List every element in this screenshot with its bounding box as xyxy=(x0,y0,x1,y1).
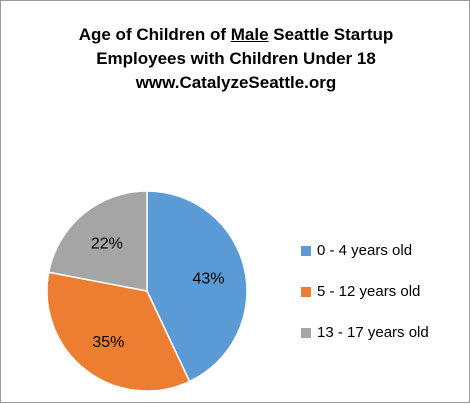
legend-label: 0 - 4 years old xyxy=(317,242,413,259)
pie-slice-5-12-years-old xyxy=(46,271,191,392)
pie-slice-0-4-years-old xyxy=(146,190,248,383)
chart-title: Age of Children of Male Seattle Startup … xyxy=(1,23,470,95)
legend-swatch xyxy=(301,287,311,297)
pie-data-labels: 43% 35% 22% xyxy=(91,235,225,350)
chart-legend: 0 - 4 years old 5 - 12 years old 13 - 17 y… xyxy=(301,241,469,364)
legend-item-13-17-years-old: 13 - 17 years old xyxy=(301,323,469,343)
data-label-13-17-years-old: 22% xyxy=(91,235,123,252)
chart-title-line-2: Employees with Children Under 18 xyxy=(96,49,376,68)
legend-label: 5 - 12 years old xyxy=(317,283,421,300)
data-label-0-4-years-old: 43% xyxy=(192,270,224,287)
pie-slices xyxy=(46,190,248,392)
legend-swatch xyxy=(301,246,311,256)
chart-title-underlined-word: Male xyxy=(230,25,269,44)
legend-item-0-4-years-old: 0 - 4 years old xyxy=(301,241,469,261)
legend-item-5-12-years-old: 5 - 12 years old xyxy=(301,282,469,302)
pie-slice-13-17-years-old xyxy=(47,190,148,292)
data-label-5-12-years-old: 35% xyxy=(92,334,124,351)
legend-swatch xyxy=(301,328,311,338)
legend-label: 13 - 17 years old xyxy=(317,324,429,341)
chart-title-line-1: Age of Children of Male Seattle Startup xyxy=(78,25,394,44)
chart-title-line-3: www.CatalyzeSeattle.org xyxy=(135,73,337,92)
